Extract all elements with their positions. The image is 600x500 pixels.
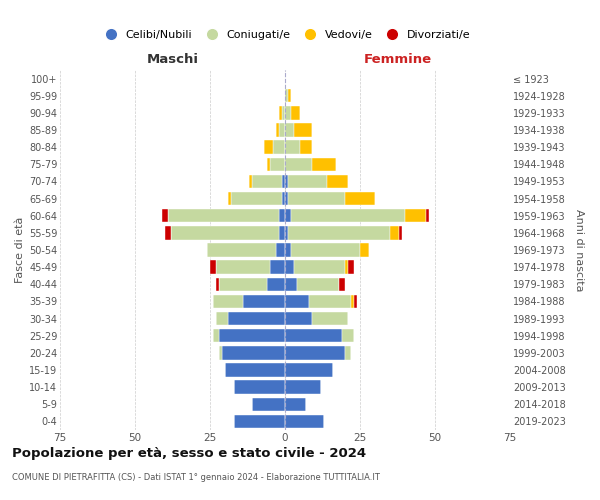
Bar — [426, 209, 429, 222]
Bar — [282, 106, 285, 120]
Bar — [312, 312, 348, 326]
Bar — [285, 106, 291, 120]
Bar — [327, 174, 348, 188]
Bar — [252, 398, 285, 411]
Bar — [300, 140, 312, 154]
Bar — [234, 380, 285, 394]
Bar — [162, 209, 168, 222]
Text: COMUNE DI PIETRAFITTA (CS) - Dati ISTAT 1° gennaio 2024 - Elaborazione TUTTITALI: COMUNE DI PIETRAFITTA (CS) - Dati ISTAT … — [12, 472, 380, 482]
Bar — [231, 192, 282, 205]
Bar — [285, 312, 312, 326]
Bar — [282, 174, 285, 188]
Bar — [273, 140, 285, 154]
Bar — [219, 278, 267, 291]
Bar — [348, 260, 354, 274]
Bar — [291, 106, 300, 120]
Bar — [345, 192, 375, 205]
Bar — [270, 260, 285, 274]
Bar — [279, 124, 285, 136]
Bar — [216, 260, 270, 274]
Bar — [279, 226, 285, 239]
Bar — [276, 244, 285, 256]
Bar — [405, 209, 426, 222]
Bar — [285, 398, 306, 411]
Bar — [225, 364, 285, 376]
Bar — [285, 294, 309, 308]
Bar — [216, 312, 228, 326]
Bar — [219, 329, 285, 342]
Bar — [354, 294, 357, 308]
Bar — [342, 329, 354, 342]
Text: Femmine: Femmine — [364, 54, 431, 66]
Bar — [285, 414, 324, 428]
Bar — [285, 192, 288, 205]
Bar — [276, 124, 279, 136]
Bar — [285, 124, 294, 136]
Bar — [285, 226, 288, 239]
Bar — [285, 260, 294, 274]
Bar — [171, 226, 279, 239]
Y-axis label: Anni di nascita: Anni di nascita — [574, 209, 584, 291]
Bar — [279, 106, 282, 120]
Bar — [285, 209, 291, 222]
Bar — [249, 174, 252, 188]
Bar — [285, 364, 333, 376]
Bar — [207, 244, 276, 256]
Bar — [267, 278, 285, 291]
Text: Maschi: Maschi — [146, 54, 199, 66]
Y-axis label: Fasce di età: Fasce di età — [14, 217, 25, 283]
Bar — [288, 192, 345, 205]
Bar — [285, 346, 345, 360]
Bar — [309, 294, 351, 308]
Bar — [270, 158, 285, 171]
Bar — [168, 209, 279, 222]
Bar — [288, 89, 291, 102]
Bar — [285, 174, 288, 188]
Bar — [216, 278, 219, 291]
Bar — [165, 226, 171, 239]
Bar — [294, 124, 312, 136]
Bar — [285, 140, 300, 154]
Bar — [399, 226, 402, 239]
Bar — [267, 158, 270, 171]
Bar — [285, 329, 342, 342]
Bar — [228, 312, 285, 326]
Bar — [210, 260, 216, 274]
Legend: Celibi/Nubili, Coniugati/e, Vedovi/e, Divorziati/e: Celibi/Nubili, Coniugati/e, Vedovi/e, Di… — [95, 26, 475, 44]
Bar — [285, 89, 288, 102]
Bar — [282, 192, 285, 205]
Bar — [285, 158, 312, 171]
Bar — [351, 294, 354, 308]
Bar — [285, 380, 321, 394]
Bar — [219, 346, 222, 360]
Bar — [288, 226, 390, 239]
Bar — [264, 140, 273, 154]
Bar — [390, 226, 399, 239]
Bar — [345, 260, 348, 274]
Bar — [360, 244, 369, 256]
Bar — [297, 278, 339, 291]
Bar — [291, 244, 360, 256]
Bar — [285, 278, 297, 291]
Bar — [294, 260, 345, 274]
Bar — [345, 346, 351, 360]
Bar — [312, 158, 336, 171]
Bar — [213, 329, 219, 342]
Bar — [291, 209, 405, 222]
Bar — [228, 192, 231, 205]
Bar — [339, 278, 345, 291]
Bar — [222, 346, 285, 360]
Bar — [252, 174, 282, 188]
Bar — [285, 244, 291, 256]
Bar — [243, 294, 285, 308]
Bar — [279, 209, 285, 222]
Bar — [213, 294, 243, 308]
Bar — [234, 414, 285, 428]
Text: Popolazione per età, sesso e stato civile - 2024: Popolazione per età, sesso e stato civil… — [12, 448, 366, 460]
Bar — [288, 174, 327, 188]
